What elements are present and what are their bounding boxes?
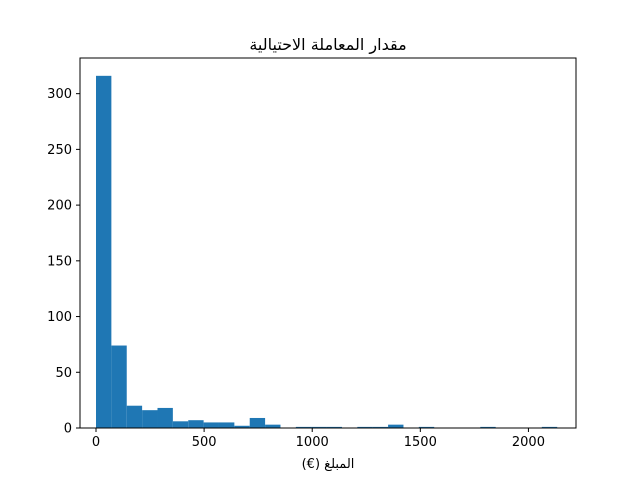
histogram-bar bbox=[157, 407, 173, 428]
x-axis-label: المبلغ (€) bbox=[302, 457, 355, 472]
chart-title: مقدار المعاملة الاحتيالية bbox=[249, 35, 406, 55]
y-tick-label: 250 bbox=[47, 143, 72, 158]
histogram-bar bbox=[480, 426, 496, 428]
histogram-bar bbox=[203, 422, 219, 428]
x-tick-label: 1500 bbox=[404, 435, 437, 450]
y-axis-ticks: 0 50 100 150 200 250 300 bbox=[47, 87, 80, 437]
x-axis-ticks: 0 500 1000 1500 2000 bbox=[92, 428, 545, 450]
histogram-bar bbox=[96, 75, 112, 428]
histogram-bar bbox=[326, 426, 342, 428]
x-tick-label: 500 bbox=[192, 435, 217, 450]
bars-group bbox=[96, 75, 558, 428]
y-tick-label: 0 bbox=[64, 422, 72, 437]
y-tick-label: 300 bbox=[47, 87, 72, 102]
y-tick-label: 50 bbox=[55, 366, 72, 381]
y-tick-label: 100 bbox=[47, 310, 72, 325]
histogram-bar bbox=[188, 420, 204, 428]
histogram-bar bbox=[541, 426, 558, 428]
histogram-bar bbox=[234, 425, 250, 428]
histogram-bar bbox=[357, 426, 373, 428]
histogram-bar bbox=[111, 345, 127, 428]
histogram-bar bbox=[388, 424, 404, 428]
histogram-bar bbox=[172, 421, 189, 428]
plot-frame bbox=[79, 57, 577, 429]
histogram-bar bbox=[295, 426, 312, 428]
x-tick-label: 2000 bbox=[512, 435, 545, 450]
histogram-bar bbox=[311, 426, 327, 428]
histogram-bar bbox=[249, 417, 266, 428]
y-tick-label: 200 bbox=[47, 199, 72, 214]
x-tick-label: 1000 bbox=[296, 435, 329, 450]
histogram-bar bbox=[418, 426, 435, 428]
histogram-bar bbox=[265, 424, 281, 428]
histogram-bar bbox=[126, 405, 143, 428]
histogram-bar bbox=[218, 422, 235, 428]
histogram-bar bbox=[372, 426, 389, 428]
y-tick-label: 150 bbox=[47, 254, 72, 269]
x-tick-label: 0 bbox=[92, 435, 100, 450]
histogram-bar bbox=[142, 410, 158, 428]
